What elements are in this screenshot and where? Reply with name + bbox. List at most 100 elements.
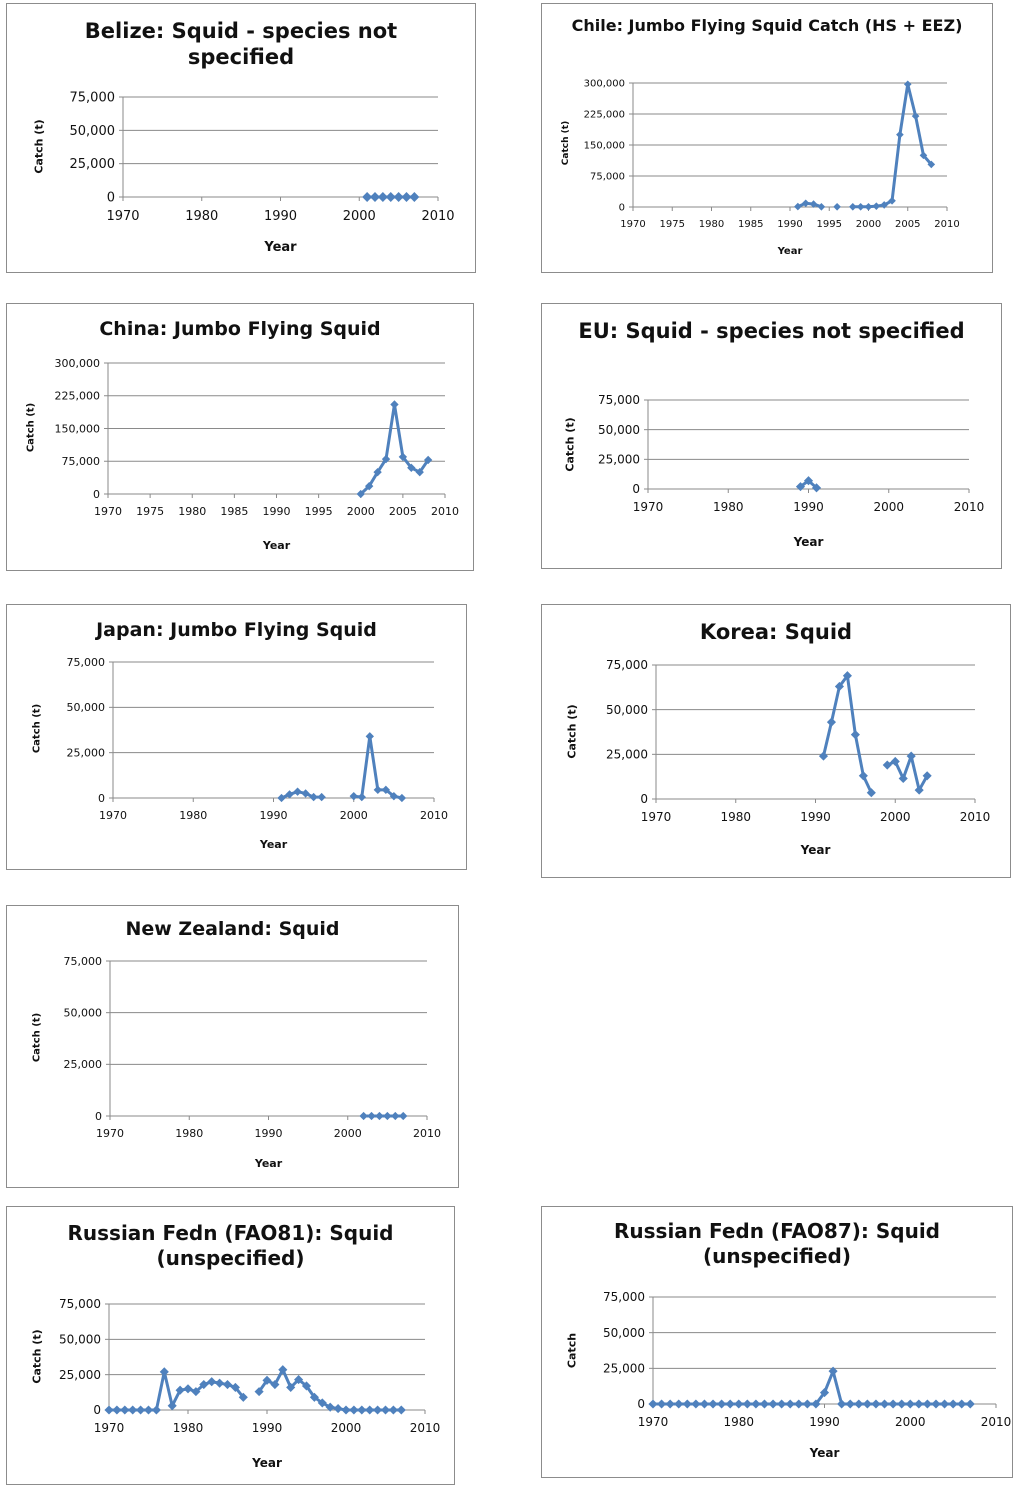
chart-svg: 0 25,000 50,000 75,000 1970 1980 1990 2000 2010 bbox=[606, 658, 990, 824]
y-tick-label: 25,000 bbox=[70, 157, 116, 172]
x-axis-label: Year bbox=[252, 1456, 282, 1470]
x-tick-label: 2000 bbox=[334, 1127, 362, 1140]
chart-title: China: Jumbo Flying Squid bbox=[99, 318, 381, 340]
x-tick-label: 1980 bbox=[175, 1127, 203, 1140]
data-point bbox=[811, 1399, 821, 1409]
x-tick-label: 1990 bbox=[260, 809, 288, 822]
chart-svg: 0 25,000 50,000 75,000 1970 1980 1990 2000 2010 bbox=[598, 393, 985, 514]
chart-russia-fao87: Russian Fedn (FAO87): Squid (unspecified… bbox=[541, 1206, 1013, 1478]
y-tick-label: 0 bbox=[619, 203, 625, 214]
data-point bbox=[842, 671, 852, 681]
data-point bbox=[317, 792, 326, 802]
data-point bbox=[898, 773, 908, 784]
data-point bbox=[373, 1405, 383, 1415]
data-point bbox=[777, 1399, 787, 1409]
y-axis-label: Catch (t) bbox=[25, 402, 37, 452]
data-point bbox=[390, 400, 399, 409]
y-tick-label: 0 bbox=[107, 191, 115, 206]
y-axis-label: Catch (t) bbox=[31, 703, 43, 754]
data-point bbox=[665, 1399, 675, 1409]
data-point bbox=[834, 681, 844, 691]
data-point bbox=[888, 1399, 898, 1409]
data-point bbox=[922, 771, 932, 781]
data-point bbox=[254, 1387, 264, 1397]
data-point bbox=[957, 1399, 967, 1409]
y-tick-label: 25,000 bbox=[64, 1058, 103, 1071]
y-tick-label: 25,000 bbox=[598, 453, 640, 467]
y-tick-label: 0 bbox=[93, 1403, 101, 1417]
x-tick-label: 2000 bbox=[343, 209, 376, 224]
y-tick-label: 75,000 bbox=[606, 658, 648, 672]
data-point bbox=[317, 1398, 327, 1408]
data-point bbox=[104, 1405, 114, 1415]
x-tick-label: 1970 bbox=[641, 810, 672, 824]
y-axis-label: Catch (t) bbox=[565, 704, 579, 759]
data-point bbox=[357, 792, 366, 802]
data-point bbox=[785, 1399, 795, 1409]
y-axis-label: Catch (t) bbox=[30, 1329, 44, 1384]
data-point bbox=[794, 202, 802, 211]
data-point bbox=[415, 467, 424, 477]
data-point bbox=[423, 455, 433, 465]
x-tick-label: 2010 bbox=[954, 500, 985, 514]
x-axis-label: Year bbox=[259, 838, 288, 851]
series-line bbox=[797, 201, 822, 209]
y-tick-label: 25,000 bbox=[67, 747, 106, 760]
data-point bbox=[914, 785, 924, 795]
x-tick-label: 1995 bbox=[305, 505, 333, 518]
data-point bbox=[167, 1401, 177, 1411]
series-line bbox=[653, 1369, 971, 1406]
chart-svg: 0 25,000 50,000 75,000 1970 1980 1990 2000 2010 bbox=[70, 91, 455, 224]
data-point bbox=[409, 192, 420, 202]
data-point bbox=[373, 467, 382, 477]
series-line bbox=[852, 82, 933, 209]
x-tick-label: 1990 bbox=[809, 1415, 840, 1429]
x-tick-label: 1970 bbox=[94, 1421, 125, 1435]
x-tick-label: 1980 bbox=[713, 500, 744, 514]
y-tick-label: 50,000 bbox=[59, 1333, 101, 1347]
data-point bbox=[391, 1111, 400, 1121]
data-point bbox=[931, 1399, 941, 1409]
chart-title: Korea: Squid bbox=[699, 620, 853, 644]
chart-title: New Zealand: Squid bbox=[125, 918, 340, 940]
x-tick-label: 1980 bbox=[699, 219, 724, 230]
x-tick-label: 1990 bbox=[263, 505, 291, 518]
x-tick-label: 2010 bbox=[420, 809, 448, 822]
chart-korea: Korea: Squid 0 25,000 50,000 75,000 1970 1980… bbox=[541, 604, 1011, 878]
data-point bbox=[399, 1111, 408, 1121]
data-point bbox=[809, 200, 818, 208]
data-point bbox=[294, 1375, 304, 1385]
data-point bbox=[362, 192, 373, 202]
data-point bbox=[397, 793, 407, 803]
data-point bbox=[215, 1378, 225, 1388]
data-point bbox=[826, 717, 837, 727]
y-tick-label: 0 bbox=[640, 792, 648, 806]
y-axis-label: Catch (t) bbox=[31, 1012, 43, 1062]
y-tick-label: 0 bbox=[93, 488, 100, 501]
x-tick-label: 1970 bbox=[99, 809, 127, 822]
data-point bbox=[794, 1399, 804, 1409]
data-point bbox=[222, 1380, 233, 1390]
x-tick-label: 1980 bbox=[178, 505, 206, 518]
x-axis-label: Year bbox=[777, 246, 803, 257]
x-axis-label: Year bbox=[793, 535, 824, 549]
data-point bbox=[864, 202, 873, 211]
data-point bbox=[751, 1399, 761, 1409]
data-point bbox=[325, 1402, 335, 1412]
x-tick-label: 1970 bbox=[633, 500, 664, 514]
data-point bbox=[871, 1399, 881, 1409]
data-point bbox=[801, 199, 810, 208]
y-tick-label: 75,000 bbox=[590, 172, 625, 183]
y-tick-label: 300,000 bbox=[584, 79, 625, 90]
chart-svg: 0 25,000 50,000 75,000 1970 1980 1990 2000 2010 bbox=[59, 1297, 440, 1435]
y-tick-label: 25,000 bbox=[606, 748, 648, 762]
x-axis-label: Year bbox=[264, 240, 297, 255]
x-tick-label: 1970 bbox=[638, 1415, 669, 1429]
x-tick-label: 2000 bbox=[347, 505, 375, 518]
x-tick-label: 1995 bbox=[817, 219, 842, 230]
data-point bbox=[903, 80, 912, 89]
y-tick-label: 50,000 bbox=[598, 423, 640, 437]
chart-title: EU: Squid - species not specified bbox=[578, 319, 965, 343]
data-point bbox=[890, 756, 900, 767]
y-tick-label: 0 bbox=[95, 1110, 102, 1123]
